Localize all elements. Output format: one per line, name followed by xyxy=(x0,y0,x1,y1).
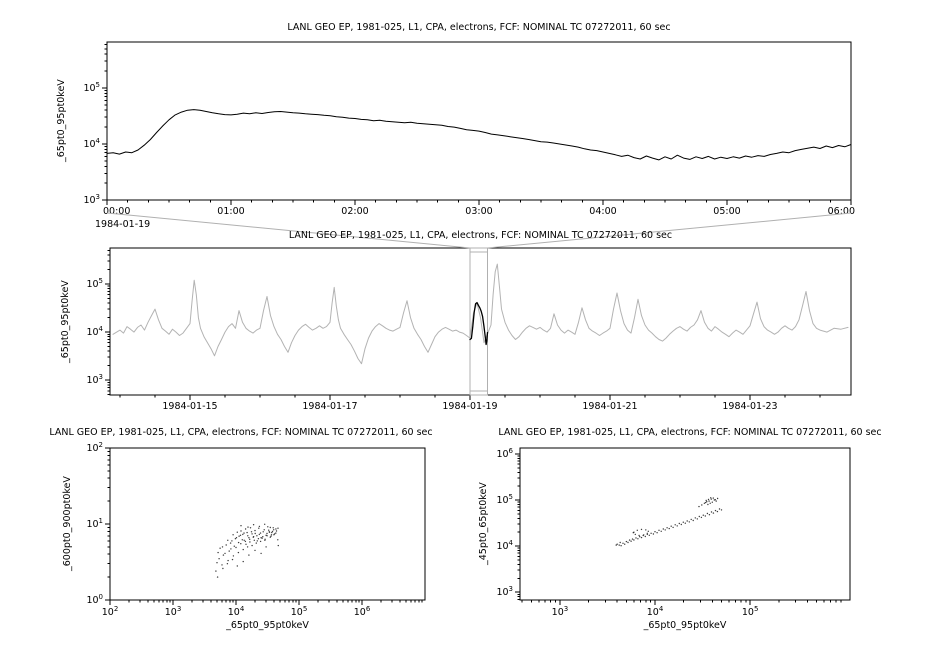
series-line-context xyxy=(112,263,849,365)
panel4-x-axis-label: _65pt0_95pt0keV xyxy=(643,620,727,631)
panel3-title: LANL GEO EP, 1981-025, L1, CPA, electron… xyxy=(49,427,433,438)
tick-label: 106 xyxy=(354,605,371,618)
panel1-start-date-label: 1984-01-19 xyxy=(95,219,151,230)
tick-label: 03:00 xyxy=(465,206,492,217)
panel4-title: LANL GEO EP, 1981-025, L1, CPA, electron… xyxy=(498,427,882,438)
tick-label: 05:00 xyxy=(713,206,740,217)
tick-label: 103 xyxy=(165,605,182,618)
tick-label: 105 xyxy=(496,493,513,506)
tick-label: 01:00 xyxy=(217,206,244,217)
axis-ticks xyxy=(515,453,842,605)
panel4-plot-area[interactable] xyxy=(520,448,850,600)
tick-label: 105 xyxy=(291,605,308,618)
tick-label: 104 xyxy=(83,137,100,150)
tick-label: 104 xyxy=(496,539,513,552)
panel2-title: LANL GEO EP, 1981-025, L1, CPA, electron… xyxy=(288,230,673,241)
series-line-highlighted-interval xyxy=(469,301,489,346)
tick-label: 1984-01-15 xyxy=(162,401,217,412)
tick-label: 102 xyxy=(86,441,103,454)
axis-ticks xyxy=(105,447,423,605)
panel4-y-axis-label: _45pt0_65pt0keV xyxy=(478,482,489,566)
tick-label: 00:00 xyxy=(103,206,130,217)
tick-label: 101 xyxy=(86,517,103,530)
tick-label: 1984-01-23 xyxy=(722,401,777,412)
axis-ticks xyxy=(105,249,821,400)
tick-label: 04:00 xyxy=(589,206,616,217)
tick-label: 104 xyxy=(86,325,103,338)
tick-label: 104 xyxy=(228,605,245,618)
context-selection-overlay xyxy=(106,212,852,396)
axis-ticks xyxy=(102,43,852,205)
tick-label: 1984-01-19 xyxy=(442,401,497,412)
tick-label: 103 xyxy=(496,585,513,598)
tick-label: 105 xyxy=(86,277,103,290)
tick-label: 06:00 xyxy=(828,206,855,217)
tick-label: 104 xyxy=(647,605,664,618)
tick-label: 103 xyxy=(552,605,569,618)
tick-label: 1984-01-17 xyxy=(302,401,357,412)
tick-label: 105 xyxy=(742,605,759,618)
tick-label: 103 xyxy=(83,193,100,206)
scatter-points xyxy=(215,523,279,578)
tick-label: 105 xyxy=(83,81,100,94)
panel3-y-axis-label: _600pt0_900pt0keV xyxy=(62,476,73,572)
tick-label: 02:00 xyxy=(341,206,368,217)
tick-label: 106 xyxy=(496,447,513,460)
panel3-x-axis-label: _65pt0_95pt0keV xyxy=(226,620,309,631)
tick-label: 103 xyxy=(86,373,103,386)
context-selection-box[interactable] xyxy=(470,248,488,395)
panel3-plot-area[interactable] xyxy=(110,448,425,600)
tick-label: 100 xyxy=(86,593,103,606)
panel1-title: LANL GEO EP, 1981-025, L1, CPA, electron… xyxy=(287,22,671,33)
tick-label: 1984-01-21 xyxy=(582,401,637,412)
series-line-_65pt0_95pt0keV xyxy=(106,109,852,161)
panel2-y-axis-label: _65pt0_95pt0keV xyxy=(60,280,71,363)
panel1-plot-area[interactable] xyxy=(107,42,851,200)
tick-label: 102 xyxy=(102,605,119,618)
scatter-points xyxy=(615,497,723,547)
panel1-y-axis-label: _65pt0_95pt0keV xyxy=(56,79,67,163)
